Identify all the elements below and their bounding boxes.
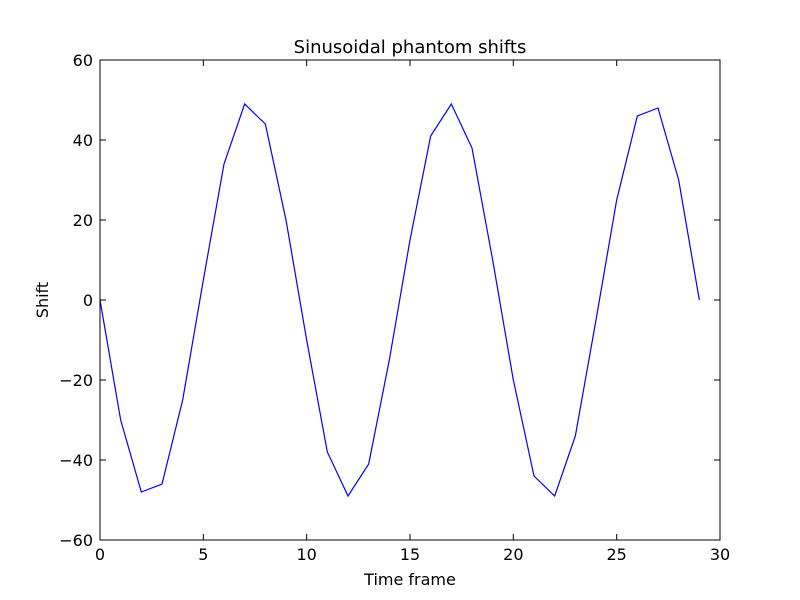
series-line <box>99 102 700 498</box>
y-axis: −60 −40 −20 0 20 40 60 <box>59 51 720 550</box>
plot-area <box>99 59 721 541</box>
x-tick-label: 10 <box>296 545 316 564</box>
x-tick-label: 15 <box>400 545 420 564</box>
y-tick-label: −40 <box>59 451 93 470</box>
y-tick-label: −60 <box>59 531 93 550</box>
x-tick-label: 30 <box>710 545 730 564</box>
chart-title: Sinusoidal phantom shifts <box>294 37 527 58</box>
x-tick-label: 0 <box>95 545 105 564</box>
x-axis-label: Time frame <box>363 570 456 589</box>
x-tick-label: 5 <box>198 545 208 564</box>
y-tick-label: 40 <box>73 131 93 150</box>
x-tick-label: 25 <box>606 545 626 564</box>
x-axis: 0 5 10 15 20 25 30 <box>95 60 730 564</box>
y-tick-label: 60 <box>73 51 93 70</box>
y-tick-label: 20 <box>73 211 93 230</box>
y-axis-label: Shift <box>33 282 52 318</box>
y-tick-label: 0 <box>83 291 93 310</box>
y-tick-label: −20 <box>59 371 93 390</box>
plot-frame <box>99 59 721 541</box>
x-tick-label: 20 <box>503 545 523 564</box>
